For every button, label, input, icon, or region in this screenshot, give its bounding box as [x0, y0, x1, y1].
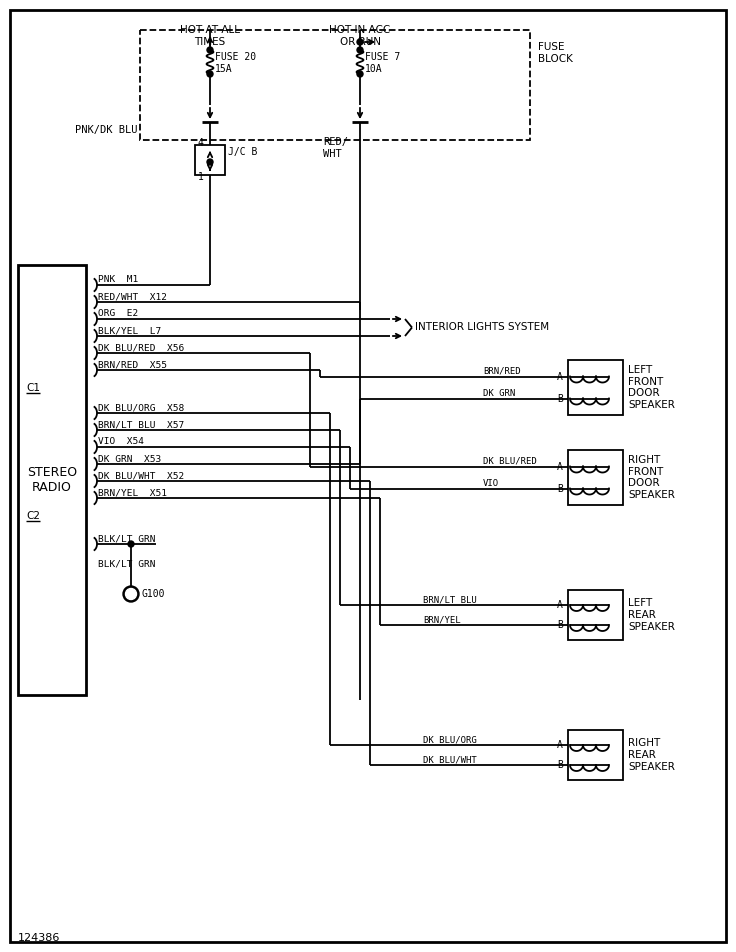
Circle shape [126, 588, 136, 600]
Text: BRN/YEL  X51: BRN/YEL X51 [98, 488, 167, 498]
Text: BLK/LT GRN: BLK/LT GRN [98, 534, 155, 544]
Text: 124386: 124386 [18, 933, 60, 943]
Text: DK BLU/RED: DK BLU/RED [483, 457, 537, 466]
Text: RIGHT
REAR
SPEAKER: RIGHT REAR SPEAKER [628, 739, 675, 772]
Text: LEFT
FRONT
DOOR
SPEAKER: LEFT FRONT DOOR SPEAKER [628, 366, 675, 410]
Text: A: A [557, 371, 563, 382]
Text: DK BLU/ORG: DK BLU/ORG [423, 736, 477, 744]
Circle shape [207, 159, 213, 165]
Text: BRN/YEL: BRN/YEL [423, 616, 461, 625]
Text: FUSE 20
15A: FUSE 20 15A [215, 52, 256, 74]
Text: VIO: VIO [483, 479, 499, 488]
Text: INTERIOR LIGHTS SYSTEM: INTERIOR LIGHTS SYSTEM [415, 323, 549, 332]
Circle shape [357, 47, 363, 53]
Text: C2: C2 [26, 511, 40, 521]
Bar [195, 145, 225, 175]
Text: BRN/LT BLU: BRN/LT BLU [423, 596, 477, 605]
Text: B: B [557, 760, 563, 770]
Circle shape [357, 39, 363, 45]
Circle shape [207, 71, 213, 77]
Text: BRN/LT BLU  X57: BRN/LT BLU X57 [98, 421, 184, 429]
Text: FUSE 7
10A: FUSE 7 10A [365, 52, 400, 74]
Text: DK GRN  X53: DK GRN X53 [98, 454, 161, 464]
Text: J/C B: J/C B [228, 147, 258, 157]
Circle shape [128, 541, 134, 547]
Bar [568, 590, 623, 640]
Text: BRN/RED: BRN/RED [483, 367, 520, 376]
Text: PNK/DK BLU: PNK/DK BLU [75, 125, 138, 135]
Text: C1: C1 [26, 383, 40, 393]
Text: BLK/YEL  L7: BLK/YEL L7 [98, 327, 161, 335]
Circle shape [357, 71, 363, 77]
Text: DK BLU/RED  X56: DK BLU/RED X56 [98, 344, 184, 352]
Text: PNK  M1: PNK M1 [98, 275, 138, 285]
Text: B: B [557, 393, 563, 404]
Text: BRN/RED  X55: BRN/RED X55 [98, 361, 167, 369]
Circle shape [129, 592, 133, 596]
Text: ORG  E2: ORG E2 [98, 309, 138, 319]
Text: STEREO
RADIO: STEREO RADIO [27, 466, 77, 494]
Text: FUSE
BLOCK: FUSE BLOCK [538, 42, 573, 64]
Circle shape [123, 586, 139, 602]
Text: BLK/LT GRN: BLK/LT GRN [98, 560, 155, 568]
Bar [140, 30, 530, 140]
Bar [568, 360, 623, 415]
Bar [18, 265, 86, 695]
Bar [568, 730, 623, 780]
Text: 4: 4 [198, 138, 204, 148]
Text: DK GRN: DK GRN [483, 389, 515, 398]
Text: VIO  X54: VIO X54 [98, 438, 144, 446]
Text: LEFT
REAR
SPEAKER: LEFT REAR SPEAKER [628, 599, 675, 631]
Text: RED/WHT  X12: RED/WHT X12 [98, 292, 167, 302]
Text: RED/
WHT: RED/ WHT [323, 137, 348, 159]
Text: HOT AT ALL
TIMES: HOT AT ALL TIMES [180, 25, 240, 47]
Text: G100: G100 [141, 589, 165, 599]
Text: DK BLU/WHT  X52: DK BLU/WHT X52 [98, 471, 184, 481]
Text: A: A [557, 462, 563, 471]
Text: A: A [557, 600, 563, 610]
Text: DK BLU/ORG  X58: DK BLU/ORG X58 [98, 404, 184, 412]
Text: B: B [557, 620, 563, 630]
Text: DK BLU/WHT: DK BLU/WHT [423, 756, 477, 764]
Text: RIGHT
FRONT
DOOR
SPEAKER: RIGHT FRONT DOOR SPEAKER [628, 455, 675, 500]
Text: HOT IN ACC
OR RUN: HOT IN ACC OR RUN [330, 25, 391, 47]
Circle shape [207, 47, 213, 53]
Bar [568, 450, 623, 505]
Text: B: B [557, 484, 563, 493]
Text: A: A [557, 740, 563, 750]
Text: 1: 1 [198, 172, 204, 182]
